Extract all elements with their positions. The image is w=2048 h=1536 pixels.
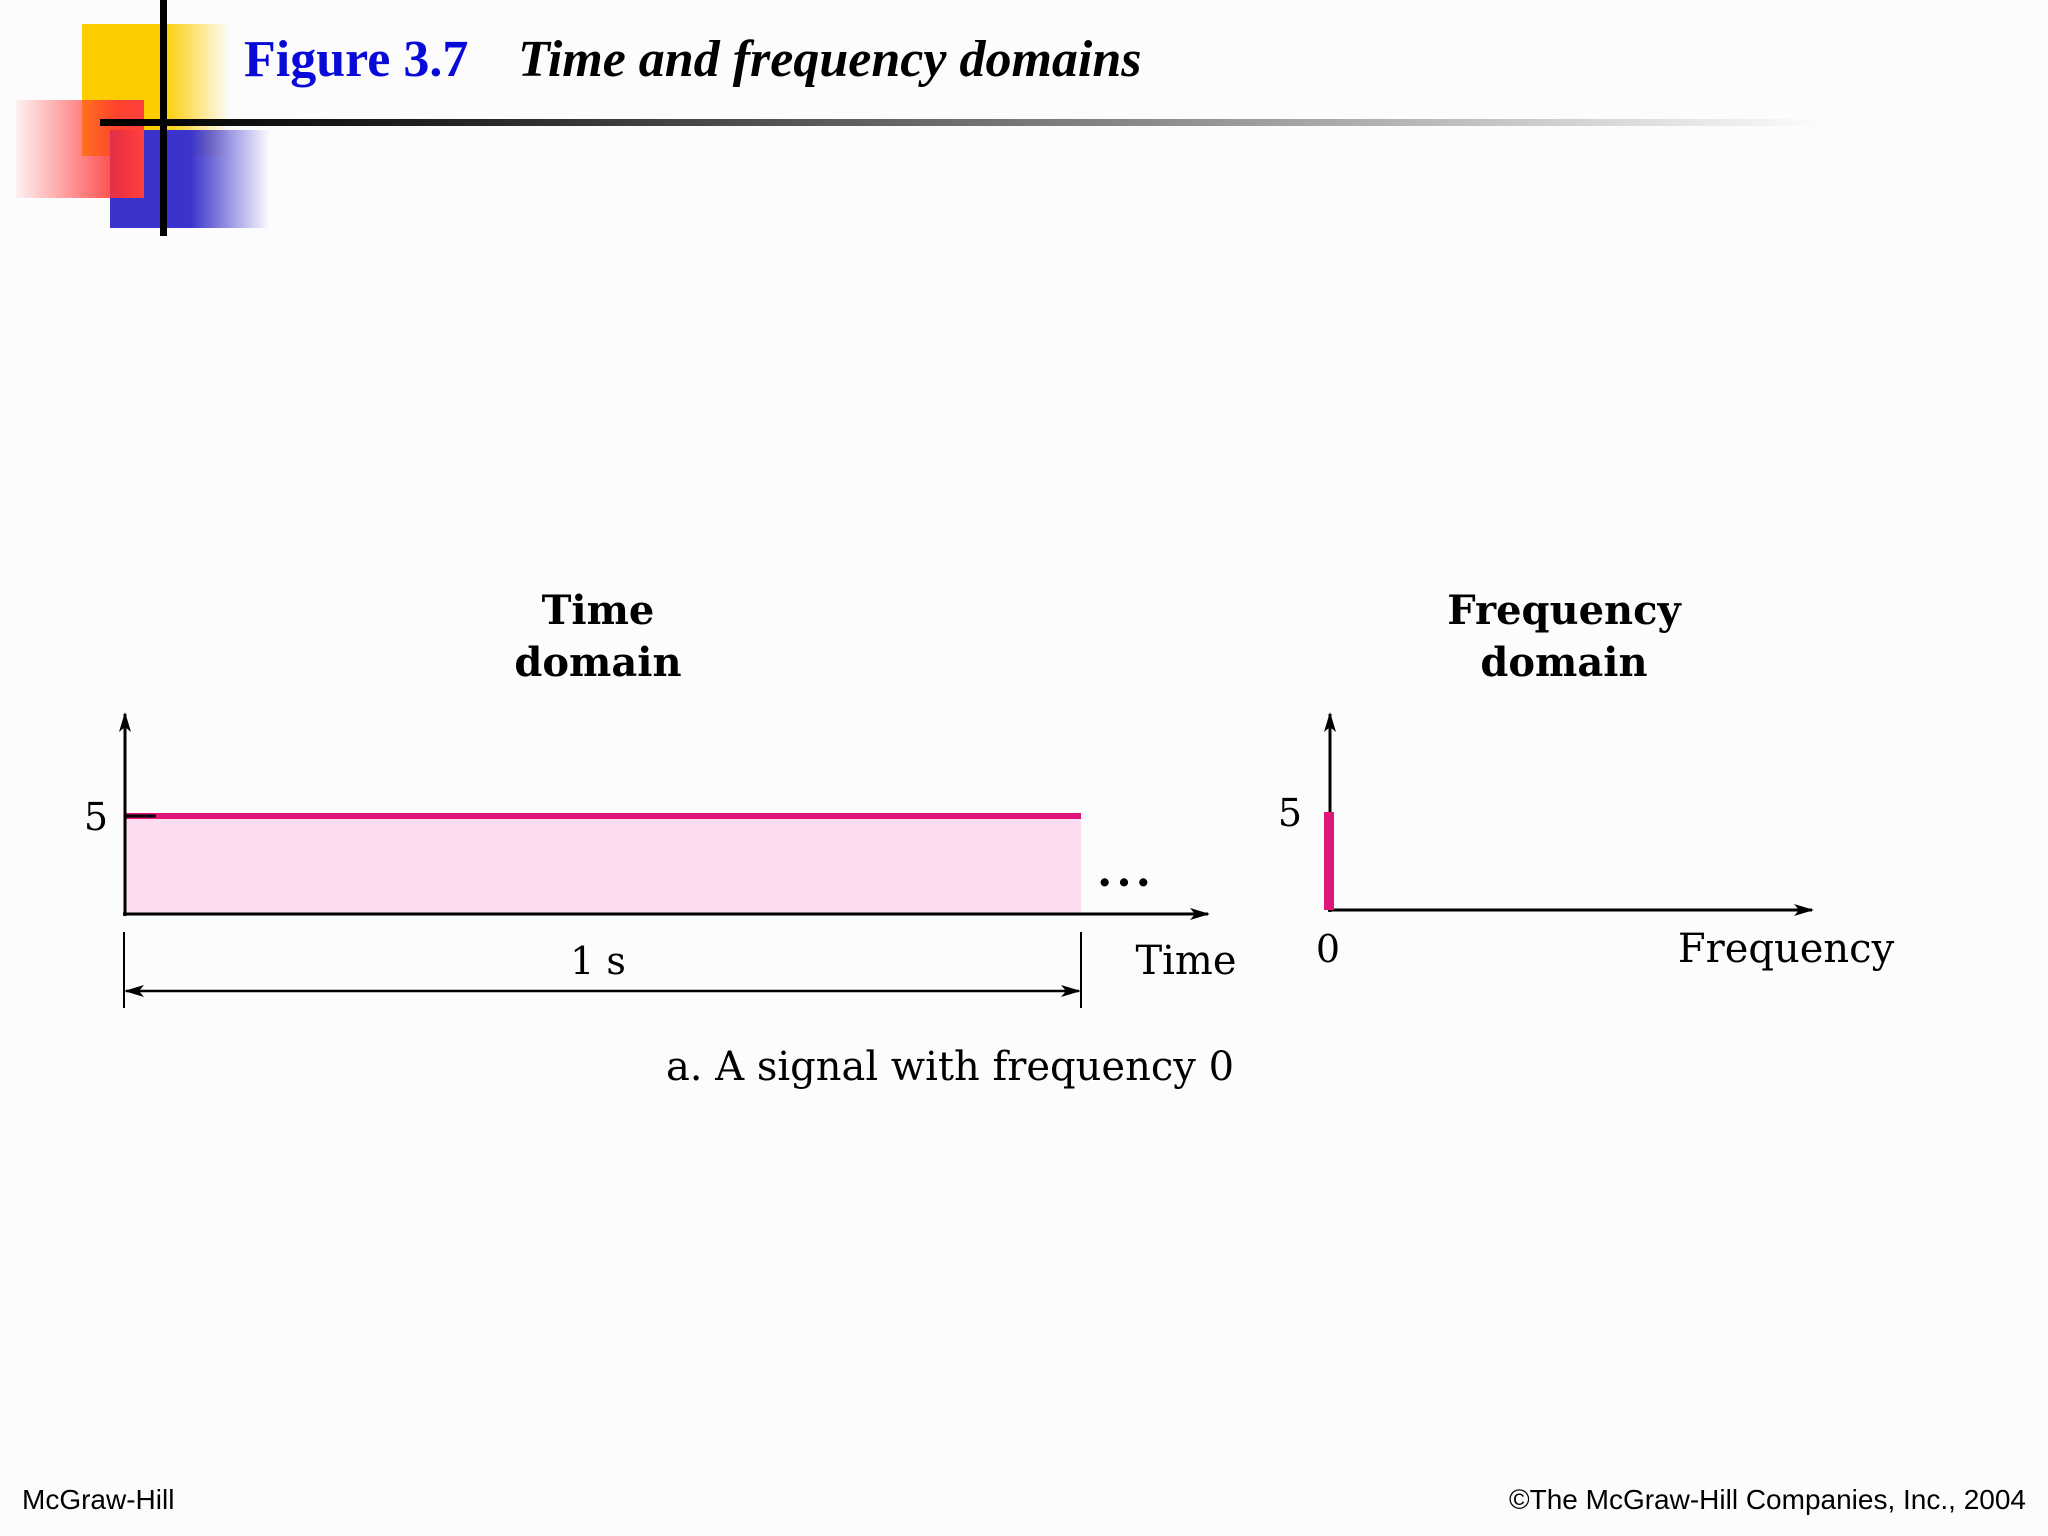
time-domain-title-line1: Time [542,587,655,634]
frequency-x-tick-label: 0 [1316,927,1340,971]
frequency-domain-title-line2: domain [1480,639,1647,686]
frequency-y-tick-label: 5 [1278,791,1302,835]
time-y-tick-label: 5 [84,795,108,839]
decor-red-square [16,100,144,198]
diagram-caption: a. A signal with frequency 0 [666,1044,1234,1090]
figure-title: Time and frequency domains [518,31,1142,88]
frequency-x-axis-label: Frequency [1678,926,1895,972]
duration-label: 1 s [570,939,626,983]
frequency-domain-title-line1: Frequency [1447,587,1682,634]
signal-fill-area [126,816,1081,913]
decor-vertical-line [160,0,167,236]
continuation-dots: ... [1097,846,1155,897]
time-x-axis-label: Time [1135,938,1236,984]
footer-copyright: ©The McGraw-Hill Companies, Inc., 2004 [1508,1484,2026,1515]
figure-number: Figure 3.7 [244,31,469,88]
footer-publisher: McGraw-Hill [22,1484,175,1515]
decor-title-underline [100,119,1820,126]
time-domain-title-line2: domain [514,639,681,686]
